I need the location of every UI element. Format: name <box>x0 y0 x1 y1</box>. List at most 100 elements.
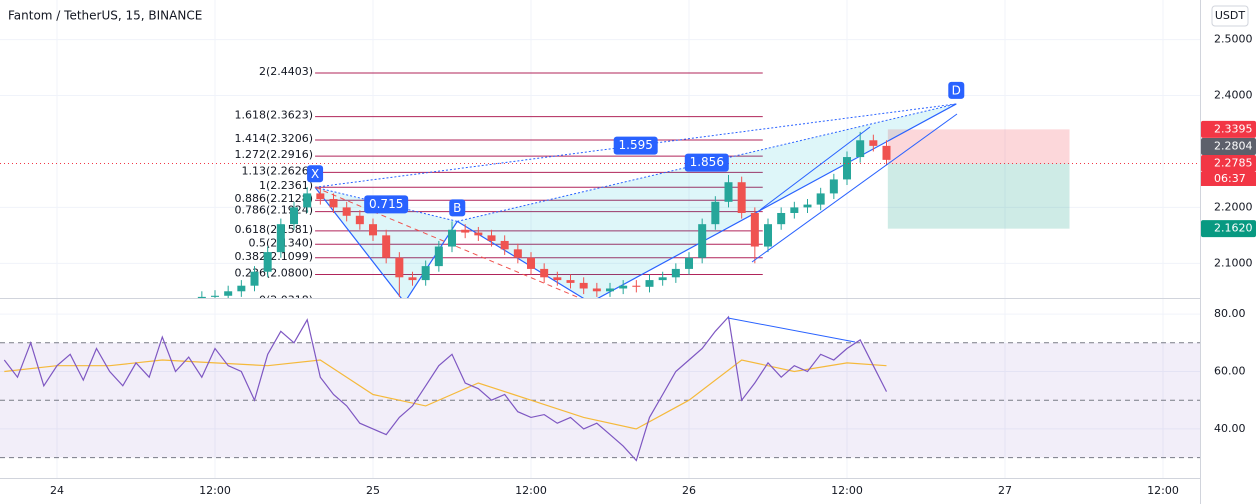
pattern-point-box <box>449 199 466 217</box>
y-tick-label: 2.5000 <box>1214 33 1253 46</box>
grid <box>0 0 1200 478</box>
x-tick-label: 27 <box>998 484 1012 497</box>
pattern-ratio: 1.595 <box>613 136 658 155</box>
price-tag: 2.2804 <box>1214 139 1253 152</box>
candle-body <box>843 157 852 180</box>
x-tick-label: 25 <box>366 484 380 497</box>
pattern-point: X <box>307 165 324 183</box>
pattern-point: B <box>449 199 466 217</box>
candle-body <box>250 271 259 286</box>
pattern-point-box <box>307 165 324 183</box>
candle-body <box>303 193 312 208</box>
pattern-point-label: B <box>453 201 461 215</box>
candle-body <box>658 277 667 281</box>
candle-body <box>790 207 799 213</box>
pattern-extension <box>314 186 581 298</box>
candle-body <box>619 285 628 289</box>
candle-body <box>448 229 457 247</box>
candle-body <box>592 288 601 292</box>
pattern-leg <box>597 103 957 298</box>
price-tag-box <box>1201 120 1256 138</box>
fib-label: 1.13(2.2626) <box>241 164 313 177</box>
candle-body <box>737 182 746 213</box>
pattern-point-label: D <box>952 83 961 97</box>
candle-body <box>645 280 654 287</box>
candle-body <box>474 232 483 236</box>
candle-body <box>724 182 733 202</box>
candle-body <box>395 257 404 278</box>
channel-line <box>759 126 871 211</box>
pattern-ratio-box <box>364 195 409 214</box>
pattern-ratio: 0.715 <box>364 195 409 214</box>
chart-title: Fantom / TetherUS, 15, BINANCE <box>8 9 202 23</box>
axes: 2.5000 2.4000 2.2000 2.1000 2.3395 2.2804 2.27… <box>50 33 1256 497</box>
candle-body <box>711 201 720 225</box>
candle-body <box>316 193 325 200</box>
countdown: 06:37 <box>1214 172 1246 185</box>
fib-label: 0.618(2.1581) <box>234 223 313 236</box>
pattern-point-label: X <box>311 167 319 181</box>
x-tick-label: 12:00 <box>199 484 231 497</box>
candle-body <box>803 204 812 208</box>
fib-label: 0(2.0318) <box>259 293 313 306</box>
candle-body <box>540 268 549 278</box>
stop-zone <box>887 163 1070 229</box>
candle-body <box>197 296 206 298</box>
x-tick-label: 12:00 <box>1147 484 1179 497</box>
candle-body <box>263 252 272 272</box>
candle-body <box>777 212 786 225</box>
pattern-point-box <box>948 81 965 99</box>
candle-body <box>764 224 773 247</box>
x-tick-label: 12:00 <box>831 484 863 497</box>
x-tick-label: 26 <box>682 484 696 497</box>
price-tag: 2.3395 <box>1214 122 1253 135</box>
candle-body <box>408 277 417 281</box>
pattern-fill <box>457 103 957 298</box>
y-tick-label: 2.4000 <box>1214 89 1253 102</box>
currency[interactable]: USDT <box>1215 9 1246 22</box>
candle-body <box>829 179 838 194</box>
candle-body <box>211 295 220 297</box>
y-tick-label: 60.00 <box>1214 364 1246 377</box>
y-tick-label: 40.00 <box>1214 422 1246 435</box>
y-tick-label: 80.00 <box>1214 307 1246 320</box>
pattern-ratio-label: 1.856 <box>690 155 724 169</box>
candle-body <box>276 224 285 253</box>
candle-body <box>527 257 536 269</box>
candle-body <box>671 268 680 278</box>
countdown-box <box>1201 171 1256 186</box>
x-tick-label: 24 <box>50 484 64 497</box>
pattern-ratio-box <box>613 136 658 155</box>
candle-body <box>369 224 378 236</box>
candle-body <box>553 277 562 281</box>
candle-body <box>382 235 391 258</box>
rsi-pane <box>0 315 1200 462</box>
y-tick-label: 2.2000 <box>1214 200 1253 213</box>
rsi-line <box>4 359 887 430</box>
price-tag-box <box>1201 220 1256 238</box>
fib-label: 1.272(2.2916) <box>234 148 313 161</box>
rsi-line <box>3 315 888 462</box>
candle-body <box>421 266 430 281</box>
fib-label: 1.414(2.3206) <box>234 132 313 145</box>
candle-body <box>237 285 246 292</box>
fib-label: 0.382(2.1099) <box>234 250 313 263</box>
fib-label: 0.886(2.2128) <box>234 192 313 205</box>
trend-lines <box>727 113 958 343</box>
fib-label: 1.618(2.3623) <box>234 109 313 122</box>
candle-body <box>487 235 496 241</box>
candle-body <box>869 140 878 146</box>
candle-body <box>342 207 351 216</box>
currency-box[interactable] <box>1211 5 1249 27</box>
pattern-point: D <box>948 81 965 99</box>
candle-body <box>434 246 443 267</box>
fib-label: 2(2.4403) <box>259 65 313 78</box>
y-tick-label: 2.1000 <box>1214 256 1253 269</box>
candle-body <box>513 249 522 258</box>
candle-body <box>290 207 299 225</box>
divergence-line <box>727 317 856 343</box>
candle-body <box>566 280 575 283</box>
candle-body <box>856 140 865 158</box>
x-tick-label: 12:00 <box>515 484 547 497</box>
